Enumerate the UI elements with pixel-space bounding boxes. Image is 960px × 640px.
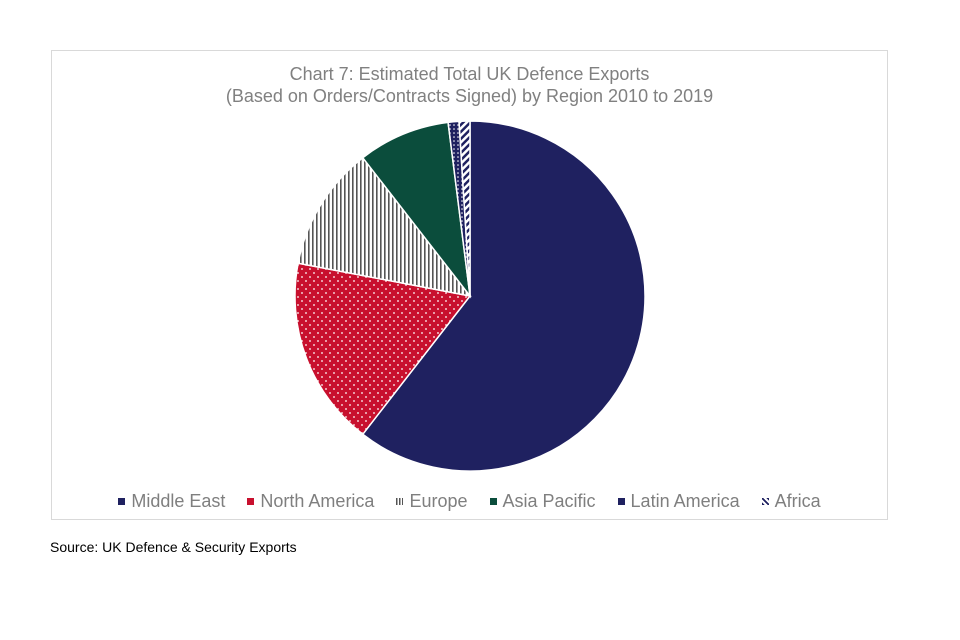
pie-slice-asia-pacific	[361, 121, 472, 299]
legend-item-north-america: North America	[247, 491, 374, 512]
chart-title-line-2: (Based on Orders/Contracts Signed) by Re…	[225, 86, 714, 106]
legend-swatch	[761, 497, 769, 505]
pie-slice-north-america	[294, 262, 472, 436]
chart-title-line-1: Chart 7: Estimated Total UK Defence Expo…	[289, 64, 650, 84]
legend-label: Middle East	[131, 490, 226, 511]
legend-item-africa: Africa	[761, 490, 821, 512]
legend-item-latin-america: Latin America	[617, 490, 740, 512]
legend-label: North America	[260, 490, 375, 511]
legend-swatch	[396, 497, 404, 505]
chart-area: Chart 7: Estimated Total UK Defence Expo…	[51, 50, 888, 520]
pie-slice-europe	[297, 156, 472, 298]
pie-slice-middle-east	[361, 120, 646, 472]
chart-legend: Middle East North America Europe Asia Pacif…	[52, 489, 887, 513]
legend-swatch	[247, 497, 255, 505]
pie-chart	[294, 120, 646, 472]
chart-title: Chart 7: Estimated Total UK Defence Expo…	[52, 63, 887, 107]
legend-item-asia-pacific: Asia Pacific	[489, 490, 596, 512]
legend-swatch	[118, 497, 126, 505]
legend-item-middle-east: Middle East	[118, 491, 225, 512]
legend-label: Latin America	[630, 490, 740, 511]
legend-label: Africa	[774, 490, 821, 511]
legend-item-europe: Europe	[396, 490, 468, 512]
legend-label: Europe	[409, 490, 468, 511]
legend-swatch	[489, 497, 497, 505]
legend-swatch	[617, 497, 625, 505]
pie-slice-africa	[458, 120, 471, 297]
legend-label: Asia Pacific	[502, 490, 596, 511]
source-note: Source: UK Defence & Security Exports	[50, 539, 297, 555]
